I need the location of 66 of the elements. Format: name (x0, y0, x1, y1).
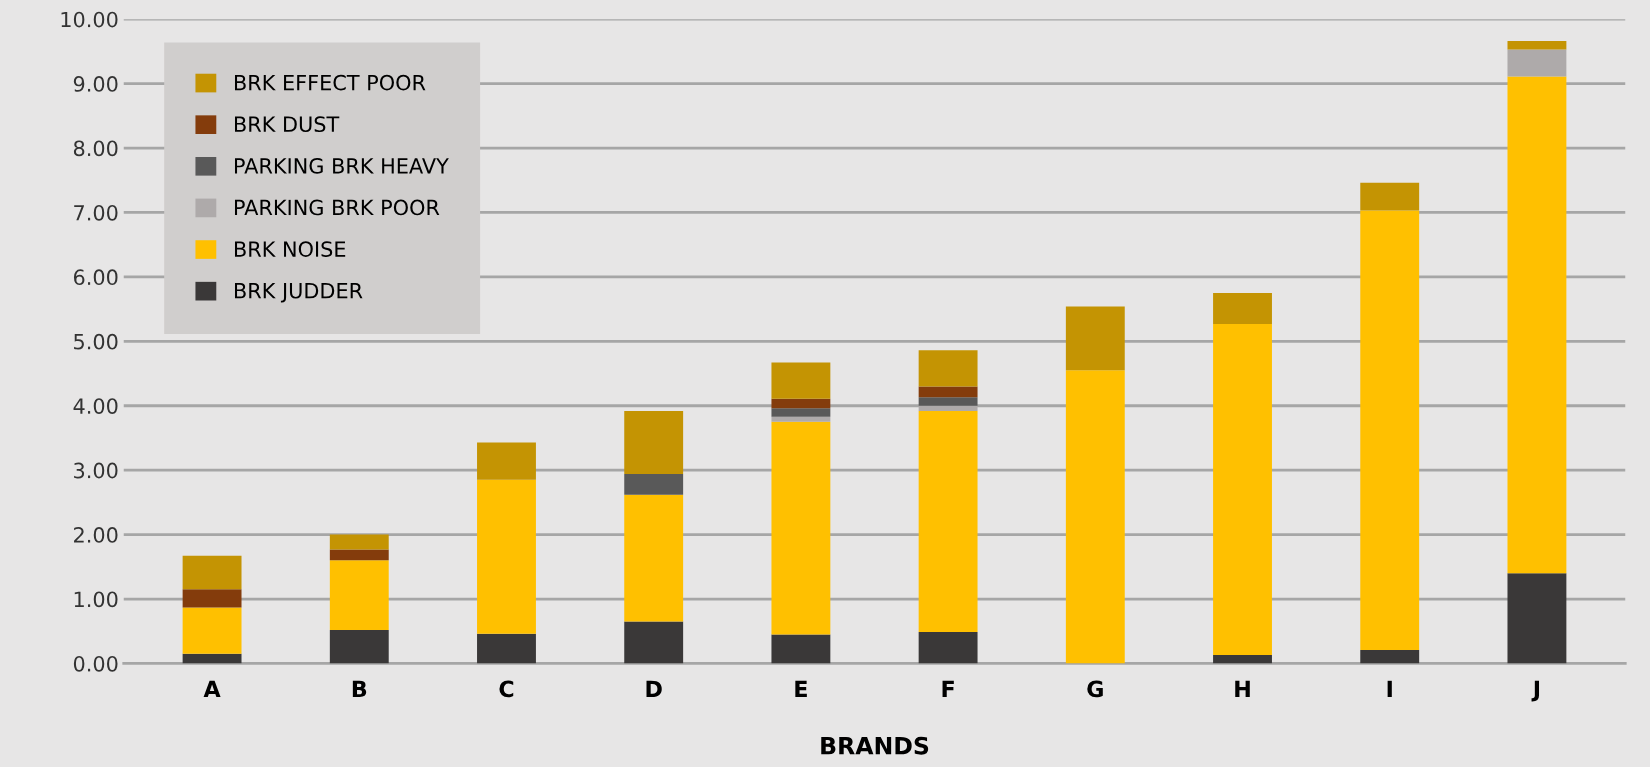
y-tick-label: 0.00 (73, 655, 118, 672)
bar (1360, 649, 1420, 664)
bar (1507, 49, 1567, 77)
bar (624, 410, 684, 475)
bar (477, 442, 536, 480)
legend-label: BRK NOISE (234, 241, 346, 257)
bar (624, 621, 684, 664)
bar (1213, 323, 1272, 656)
y-tick-label: 9.00 (73, 76, 118, 92)
bar (918, 397, 978, 406)
bar (329, 560, 389, 630)
bar (182, 607, 242, 654)
bar (477, 479, 536, 634)
bar (182, 555, 242, 590)
legend-label: BRK DUST (234, 116, 340, 133)
y-tick-label: 3.00 (74, 462, 118, 479)
bar (477, 633, 536, 664)
bar (771, 421, 831, 635)
x-tick-label: G (1087, 680, 1103, 698)
bar (1213, 292, 1272, 324)
x-tick-label: H (1235, 680, 1250, 698)
bar (771, 634, 831, 664)
bar (771, 362, 831, 399)
bar (624, 494, 684, 622)
bar (918, 631, 978, 664)
bar (1507, 573, 1567, 664)
x-tick-label: A (203, 680, 221, 698)
legend-label: BRK JUDDER (234, 283, 363, 303)
x-tick-label: F (942, 680, 954, 698)
bar (182, 653, 242, 664)
bar (1065, 370, 1125, 664)
bar (182, 589, 242, 608)
legend-label: PARKING BRK HEAVY (234, 157, 449, 174)
bar (918, 386, 978, 398)
bar (1507, 41, 1567, 50)
bar (918, 410, 978, 632)
bar (1360, 182, 1420, 211)
bar (1213, 655, 1272, 664)
bar (771, 416, 831, 422)
x-tick-label: J (1531, 680, 1540, 702)
y-tick-label: 7.00 (74, 204, 118, 221)
bar (624, 474, 684, 495)
x-tick-label: E (795, 680, 807, 698)
bar (918, 350, 978, 387)
bar (329, 534, 389, 550)
x-tick-label: C (499, 680, 514, 698)
bar (1507, 76, 1567, 574)
bar (771, 398, 831, 409)
y-tick-label: 5.00 (74, 333, 118, 350)
x-tick-label: B (352, 680, 367, 698)
x-tick-label: D (646, 680, 662, 698)
y-tick-label: 8.00 (73, 140, 118, 157)
legend-label: BRK EFFECT POOR (234, 74, 426, 91)
y-tick-label: 6.00 (73, 269, 118, 286)
x-tick-label: I (1387, 680, 1392, 698)
x-axis-title: BRANDS (821, 736, 929, 755)
bar (1065, 306, 1125, 371)
bar (329, 629, 389, 664)
y-tick-label: 4.00 (73, 398, 118, 414)
y-tick-label: 2.00 (74, 527, 118, 543)
bar (329, 549, 389, 561)
y-tick-label: 1.00 (74, 591, 118, 608)
bar (771, 408, 831, 417)
y-tick-label: 10.00 (61, 11, 118, 28)
bar (1360, 210, 1420, 650)
legend-label: PARKING BRK POOR (234, 199, 440, 216)
